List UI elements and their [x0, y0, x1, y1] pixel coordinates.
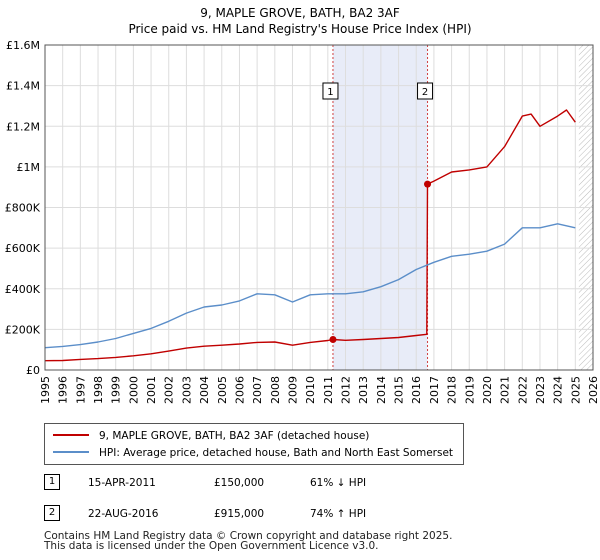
footer-attribution: Contains HM Land Registry data © Crown c… [44, 530, 453, 552]
y-tick-label: £1.6M [6, 39, 40, 52]
y-tick-label: £1M [17, 161, 41, 174]
series-line-hpi [44, 223, 576, 349]
x-tick-label: 1997 [74, 376, 87, 404]
y-tick-label: £600K [5, 242, 41, 255]
x-tick-label: 2020 [481, 376, 494, 404]
price-chart: 9, MAPLE GROVE, BATH, BA2 3AF Price paid… [5, 6, 600, 404]
x-tick-label: 2016 [410, 376, 423, 404]
x-tick-label: 2006 [233, 376, 246, 404]
x-tick-label: 2010 [304, 376, 317, 404]
x-tick-label: 1999 [110, 376, 123, 404]
x-tick-label: 2004 [198, 376, 211, 404]
legend-swatch-property [53, 434, 89, 436]
legend-label-property: 9, MAPLE GROVE, BATH, BA2 3AF (detached … [99, 430, 370, 442]
x-tick-label: 2000 [127, 376, 140, 404]
x-tick-label: 2001 [145, 376, 158, 404]
plot-border [44, 44, 594, 371]
x-tick-label: 2021 [499, 376, 512, 404]
chart-subtitle: Price paid vs. HM Land Registry's House … [128, 22, 471, 36]
x-tick-label: 2002 [163, 376, 176, 404]
x-tick-label: 2022 [516, 376, 529, 404]
footer-license: This data is licensed under the Open Gov… [44, 540, 379, 552]
y-tick-label: £400K [5, 283, 41, 296]
x-tick-label: 2023 [534, 376, 547, 404]
legend-item-property: 9, MAPLE GROVE, BATH, BA2 3AF (detached … [53, 428, 369, 444]
transaction-date: 15-APR-2011 [88, 477, 156, 489]
y-tick-label: £0 [26, 364, 40, 377]
x-tick-label: 2009 [286, 376, 299, 404]
transaction-price: £915,000 [214, 508, 265, 520]
transaction-date: 22-AUG-2016 [88, 508, 159, 520]
x-tick-label: 2026 [587, 376, 600, 404]
chart-legend: 9, MAPLE GROVE, BATH, BA2 3AF (detached … [44, 423, 464, 465]
marker-label: 1 [327, 87, 333, 98]
x-tick-label: 2018 [446, 376, 459, 404]
series-line-property [44, 109, 576, 362]
sale-point [329, 336, 337, 344]
x-tick-label: 1998 [92, 376, 105, 404]
x-tick-label: 2014 [375, 376, 388, 404]
x-tick-label: 2011 [322, 376, 335, 404]
x-tick-label: 2005 [216, 376, 229, 404]
x-tick-label: 2007 [251, 376, 264, 404]
x-tick-label: 2012 [340, 376, 353, 404]
x-tick-label: 2015 [393, 376, 406, 404]
x-tick-label: 2025 [569, 376, 582, 404]
x-tick-label: 2019 [463, 376, 476, 404]
transaction-price: £150,000 [214, 477, 265, 489]
x-tick-label: 2008 [269, 376, 282, 404]
x-tick-label: 1995 [39, 376, 52, 404]
chart-title: 9, MAPLE GROVE, BATH, BA2 3AF [200, 6, 400, 20]
x-tick-label: 2017 [428, 376, 441, 404]
sale-point [424, 180, 432, 188]
legend-swatch-hpi [53, 451, 89, 453]
legend-item-hpi: HPI: Average price, detached house, Bath… [53, 445, 453, 461]
footer-copyright: Contains HM Land Registry data © Crown c… [44, 530, 453, 542]
x-tick-label: 2024 [552, 376, 565, 404]
x-tick-label: 2013 [357, 376, 370, 404]
x-tick-label: 1996 [57, 376, 70, 404]
transaction-number: 2 [44, 505, 60, 521]
marker-box [417, 82, 434, 100]
x-tick-label: 2003 [180, 376, 193, 404]
y-tick-label: £1.2M [6, 120, 40, 133]
y-tick-label: £800K [5, 202, 41, 215]
y-tick-label: £1.4M [6, 80, 40, 93]
transaction-hpi-change: 74% ↑ HPI [310, 508, 367, 520]
marker-box [322, 82, 339, 100]
transaction-number: 1 [44, 474, 60, 490]
y-tick-label: £200K [5, 323, 41, 336]
transaction-hpi-change: 61% ↓ HPI [310, 477, 367, 489]
legend-label-hpi: HPI: Average price, detached house, Bath… [99, 447, 454, 459]
marker-label: 2 [422, 87, 428, 98]
